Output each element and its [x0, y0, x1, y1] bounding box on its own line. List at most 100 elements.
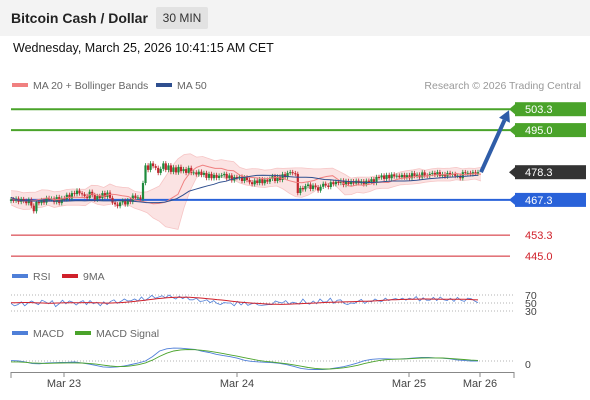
candle-body	[111, 197, 114, 203]
candle-body	[344, 181, 348, 185]
candle-body	[251, 182, 254, 185]
candle-body	[81, 193, 84, 195]
bollinger-band-area	[11, 153, 481, 230]
rsi-ma-swatch	[62, 274, 78, 279]
candle-body	[319, 186, 322, 191]
candle-body	[248, 180, 251, 183]
price-label-current: 478.3	[525, 167, 553, 179]
candle-body	[461, 172, 464, 179]
candle-body	[352, 181, 355, 184]
candle-body	[91, 191, 94, 196]
candle-body	[322, 183, 325, 187]
candle-body	[114, 202, 117, 205]
candle-body	[121, 200, 124, 203]
ma50-swatch	[156, 83, 172, 88]
candle-body	[223, 173, 226, 176]
price-badge-current	[515, 165, 586, 180]
candle-body	[134, 195, 137, 199]
bollinger-lower-line	[10, 172, 482, 230]
candle-body	[141, 183, 145, 200]
candle-body	[377, 177, 381, 178]
candle-body	[124, 200, 127, 205]
candle-body	[317, 187, 320, 191]
candle-body	[220, 175, 223, 177]
macd-signal-swatch	[75, 331, 91, 336]
candle-body	[73, 193, 76, 195]
candle-body	[393, 174, 396, 177]
candle-body	[296, 173, 299, 193]
candle-body	[240, 176, 244, 181]
candle-body	[205, 172, 208, 178]
candle-body	[276, 176, 279, 181]
candle-body	[215, 174, 218, 178]
candle-body	[261, 179, 264, 184]
candle-body	[372, 179, 375, 183]
candle-body	[329, 182, 332, 187]
candle-body	[436, 172, 439, 175]
candle-body	[45, 198, 48, 203]
candle-body	[136, 197, 139, 199]
candle-body	[172, 167, 175, 172]
candle-body	[9, 199, 13, 201]
candle-body	[192, 172, 195, 174]
candle-body	[388, 174, 391, 179]
candle-body	[245, 177, 249, 180]
candle-body	[334, 181, 337, 185]
candle-body	[398, 175, 401, 178]
legend-ma50: MA 50	[156, 80, 207, 92]
candle-body	[449, 172, 452, 175]
instrument-title: Bitcoin Cash / Dollar	[11, 10, 148, 26]
candle-body	[256, 180, 259, 183]
candle-body	[187, 167, 190, 173]
candle-body	[311, 185, 315, 189]
candle-body	[22, 199, 25, 201]
candle-body	[230, 175, 233, 181]
candle-body	[454, 173, 457, 176]
candle-body	[327, 185, 330, 187]
candle-body	[350, 181, 353, 184]
candle-body	[370, 179, 373, 182]
candle-body	[443, 174, 447, 177]
candle-body	[314, 185, 317, 188]
candle-body	[273, 176, 277, 181]
candle-body	[144, 165, 147, 183]
rsi-ma-label: 9MA	[83, 271, 105, 283]
candle-body	[400, 174, 403, 178]
candle-body	[416, 174, 419, 176]
candle-body	[147, 165, 150, 170]
candle-body	[179, 166, 183, 172]
candle-body	[167, 165, 170, 170]
candle-body	[210, 173, 213, 179]
legend-macd-signal: MACD Signal	[75, 328, 159, 340]
candle-body	[284, 174, 287, 178]
candle-body	[469, 172, 472, 175]
rsi-tick-label: 50	[525, 298, 537, 310]
candle-body	[243, 177, 246, 181]
ma50-label: MA 50	[177, 80, 207, 92]
candle-body	[238, 176, 241, 178]
legend-rsi: RSI	[12, 271, 51, 283]
price-badge-target	[515, 102, 586, 117]
rsi-label: RSI	[33, 271, 51, 283]
candle-body	[433, 172, 436, 175]
candle-body	[37, 201, 40, 204]
chart-datetime: Wednesday, March 25, 2026 10:41:15 AM CE…	[13, 41, 274, 55]
macd-signal-line	[11, 349, 479, 370]
candle-body	[58, 197, 61, 204]
candle-body	[380, 175, 383, 178]
candle-body	[342, 180, 345, 185]
candle-body	[48, 198, 51, 200]
price-badge-current-pointer	[509, 167, 515, 178]
candle-body	[169, 165, 172, 172]
candle-body	[471, 172, 474, 175]
timeframe-button[interactable]: 30 MIN	[156, 7, 208, 29]
candle-body	[367, 180, 370, 182]
research-credit: Research © 2026 Trading Central	[424, 80, 581, 92]
candle-body	[159, 168, 162, 173]
candle-body	[202, 172, 205, 175]
candle-body	[423, 172, 426, 176]
candle-body	[395, 175, 398, 177]
price-badge-target-pointer	[509, 125, 515, 136]
candle-body	[149, 163, 152, 170]
